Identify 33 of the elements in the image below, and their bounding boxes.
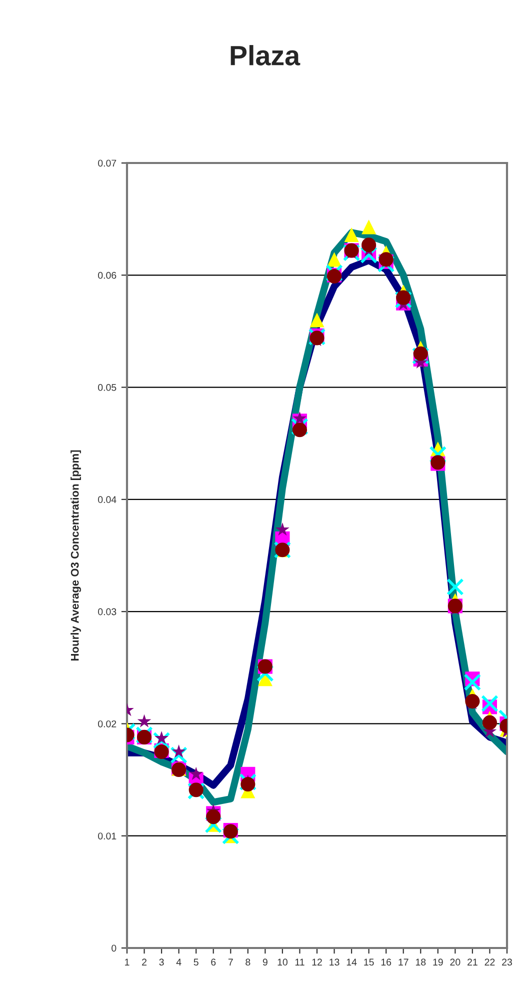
x-tick-label: 1 <box>125 958 130 966</box>
x-tick-label: 23 <box>502 958 512 966</box>
y-tick-label: 0 <box>112 944 116 952</box>
y-tick-label: 0.04 <box>98 496 116 504</box>
x-tick-label: 3 <box>159 958 164 966</box>
x-tick-label: 16 <box>381 958 392 966</box>
y-axis-title: Hourly Average O3 Concentration [ppm] <box>70 450 81 661</box>
x-tick-label: 18 <box>416 958 426 966</box>
x-tick-label: 20 <box>450 958 460 966</box>
x-tick-label: 14 <box>346 958 357 966</box>
x-tick-label: 15 <box>364 958 374 966</box>
y-tick-label: 0.06 <box>98 272 116 279</box>
x-tick-label: 11 <box>295 958 304 966</box>
y-tick-label: 0.01 <box>98 832 116 840</box>
x-tick-label: 12 <box>312 958 322 966</box>
chart-title: Plaza <box>230 45 300 66</box>
x-tick-label: 4 <box>176 958 182 966</box>
x-tick-label: 10 <box>278 958 288 966</box>
y-tick-label: 0.02 <box>98 720 116 728</box>
x-tick-label: 6 <box>211 958 216 966</box>
x-tick-label: 13 <box>330 958 340 966</box>
x-tick-label: 22 <box>484 958 495 966</box>
x-tick-label: 2 <box>142 958 146 966</box>
x-tick-label: 8 <box>246 958 250 966</box>
x-tick-label: 21 <box>468 958 478 966</box>
y-tick-label: 0.05 <box>98 384 116 391</box>
y-tick-label: 0.07 <box>98 160 116 167</box>
x-tick-label: 19 <box>433 958 443 966</box>
y-tick-label: 0.03 <box>98 608 116 616</box>
x-tick-label: 9 <box>262 958 268 966</box>
x-tick-label: 17 <box>398 958 408 966</box>
x-tick-label: 5 <box>194 958 198 966</box>
x-tick-label: 7 <box>228 958 233 966</box>
